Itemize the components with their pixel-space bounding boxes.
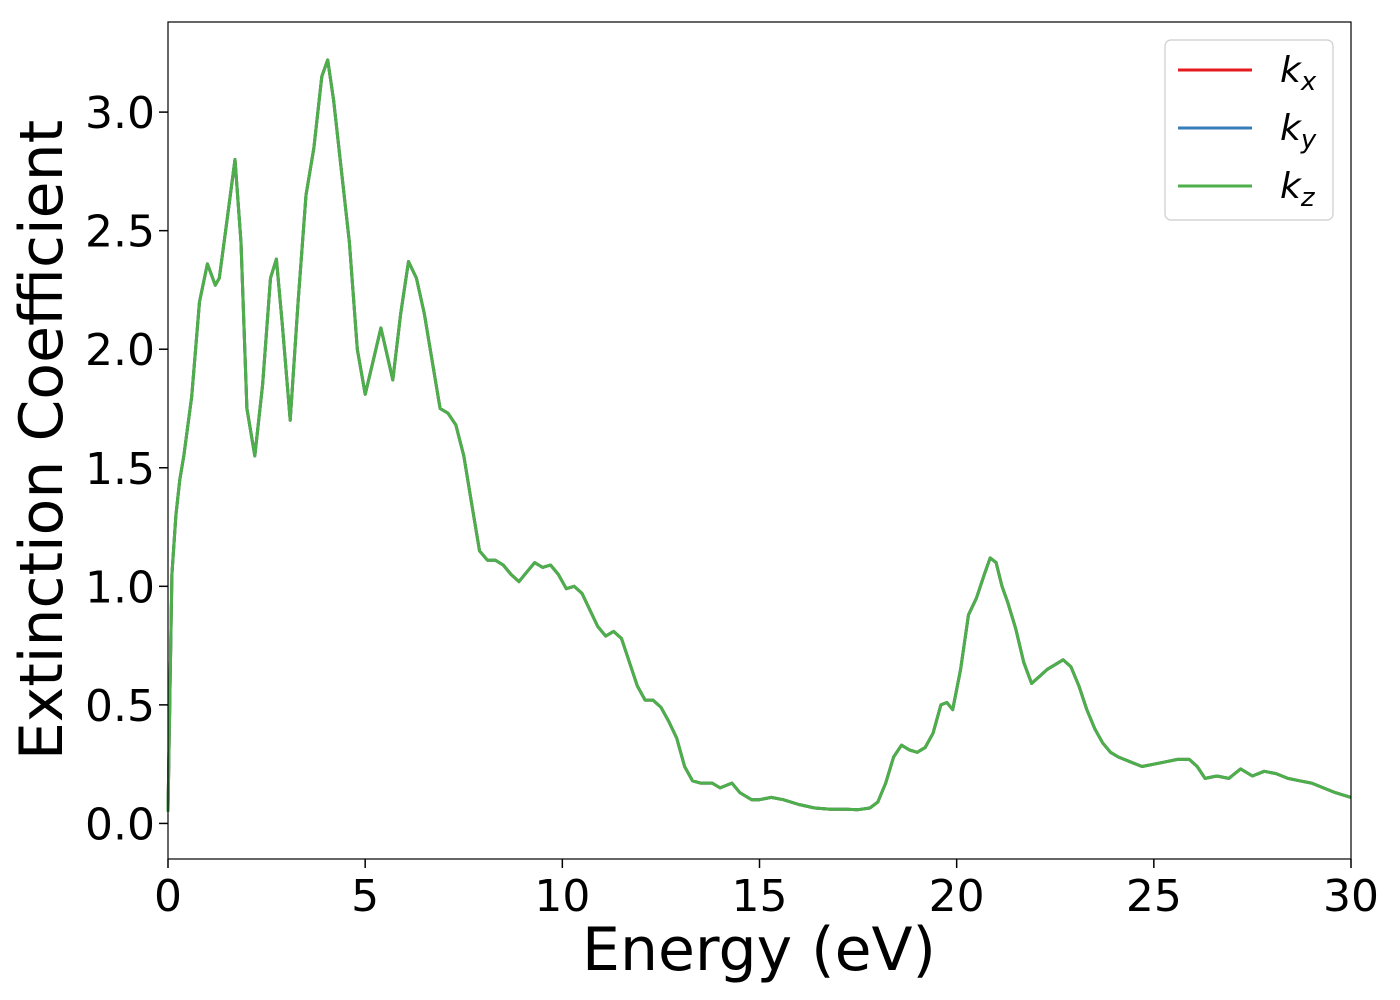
y-tick-label: 0.0 (85, 799, 155, 850)
legend: kx ky kz (1164, 39, 1334, 221)
series-layer (166, 58, 1352, 812)
x-tick-label: 25 (1126, 871, 1182, 922)
y-tick-label: 1.5 (85, 444, 155, 495)
legend-label-kz: kz (1280, 166, 1316, 213)
x-tick-label: 5 (351, 871, 379, 922)
x-tick-label: 15 (732, 871, 788, 922)
y-tick-label: 1.0 (85, 562, 155, 613)
x-axis-title: Energy (eV) (582, 915, 936, 985)
x-axis-ticks: 0 5 10 15 20 25 30 (154, 859, 1379, 922)
y-axis-ticks: 0.0 0.5 1.0 1.5 2.0 2.5 3.0 (85, 88, 168, 850)
x-tick-label: 10 (534, 871, 590, 922)
y-axis-title: Extinction Coefficient (7, 120, 77, 760)
y-tick-label: 2.5 (85, 207, 155, 258)
x-tick-label: 30 (1323, 871, 1379, 922)
legend-label-ky: ky (1280, 108, 1317, 155)
y-tick-label: 0.5 (85, 681, 155, 732)
x-tick-label: 20 (929, 871, 985, 922)
x-tick-label: 0 (154, 871, 182, 922)
y-tick-label: 2.0 (85, 325, 155, 376)
legend-box (1164, 39, 1334, 221)
y-tick-label: 3.0 (85, 88, 155, 139)
legend-label-kx: kx (1280, 50, 1317, 97)
series-line-kz (166, 58, 1352, 812)
plot-background (168, 22, 1351, 859)
